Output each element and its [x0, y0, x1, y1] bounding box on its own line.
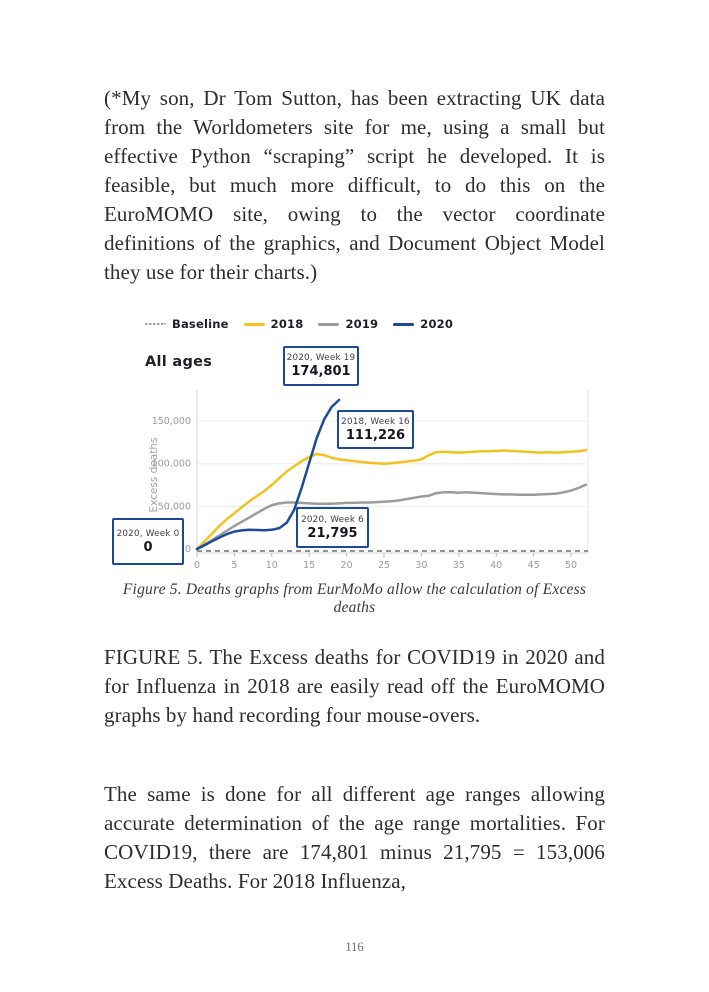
legend-label: 2020 — [420, 317, 454, 331]
chart-legend: Baseline 2018 2019 2020 — [145, 316, 453, 332]
paragraph-figure5: FIGURE 5. The Excess deaths for COVID19 … — [104, 645, 605, 727]
legend-label: 2019 — [345, 317, 379, 331]
tooltip-label: 2018, Week 16 — [341, 416, 410, 427]
series-2019-swatch — [318, 322, 340, 326]
svg-text:50: 50 — [565, 560, 577, 571]
legend-item-baseline: Baseline — [145, 317, 229, 331]
euromomo-excess-deaths-chart: Baseline 2018 2019 2020 All ages 0 5 10 15 2… — [100, 310, 620, 578]
legend-label: 2018 — [270, 317, 304, 331]
tooltip-value: 0 — [143, 539, 153, 555]
plot-svg: 0 5 10 15 20 25 30 35 40 45 50 0 50,000 100,000 150,00… — [148, 390, 589, 571]
tooltip-2020-week19: 2020, Week 19 174,801 — [283, 346, 359, 386]
legend-item-2019: 2019 — [318, 317, 378, 331]
chart-title-all-ages: All ages — [145, 354, 213, 370]
svg-text:0: 0 — [194, 560, 200, 571]
svg-text:0: 0 — [185, 544, 191, 555]
tooltip-value: 21,795 — [307, 525, 358, 541]
svg-text:25: 25 — [378, 560, 390, 571]
tooltip-2020-week0: 2020, Week 0 0 — [112, 518, 184, 565]
svg-text:150,000: 150,000 — [152, 416, 191, 427]
page-number: 116 — [345, 940, 364, 954]
svg-text:35: 35 — [453, 560, 465, 571]
tooltip-label: 2020, Week 0 — [116, 528, 180, 539]
figure-caption: Figure 5. Deaths graphs from EurMoMo all… — [122, 581, 587, 616]
tooltip-2018-week16: 2018, Week 16 111,226 — [337, 410, 414, 449]
legend-item-2018: 2018 — [243, 317, 304, 331]
tooltip-value: 174,801 — [291, 364, 351, 379]
tooltip-2020-week6: 2020, Week 6 21,795 — [296, 507, 369, 548]
svg-text:20: 20 — [341, 560, 353, 571]
baseline-line-swatch — [145, 323, 166, 325]
legend-label: Baseline — [172, 317, 229, 331]
svg-text:40: 40 — [490, 560, 502, 571]
tooltip-label: 2020, Week 19 — [286, 353, 356, 363]
svg-text:10: 10 — [266, 560, 278, 571]
paragraph-age-ranges: The same is done for all different age r… — [104, 782, 605, 893]
svg-text:50,000: 50,000 — [158, 501, 191, 512]
svg-text:15: 15 — [303, 560, 315, 571]
svg-text:45: 45 — [528, 560, 540, 571]
svg-text:5: 5 — [231, 560, 237, 571]
tooltip-label: 2020, Week 6 — [301, 514, 364, 525]
tooltip-value: 111,226 — [345, 427, 406, 443]
series-2018-swatch — [243, 322, 265, 326]
series-2020-swatch — [393, 322, 415, 326]
svg-text:Excess deaths: Excess deaths — [148, 438, 160, 513]
paragraph-footnote: (*My son, Dr Tom Sutton, has been extrac… — [104, 86, 605, 284]
legend-item-2020: 2020 — [393, 317, 453, 331]
svg-text:30: 30 — [415, 560, 427, 571]
svg-text:100,000: 100,000 — [152, 459, 191, 470]
